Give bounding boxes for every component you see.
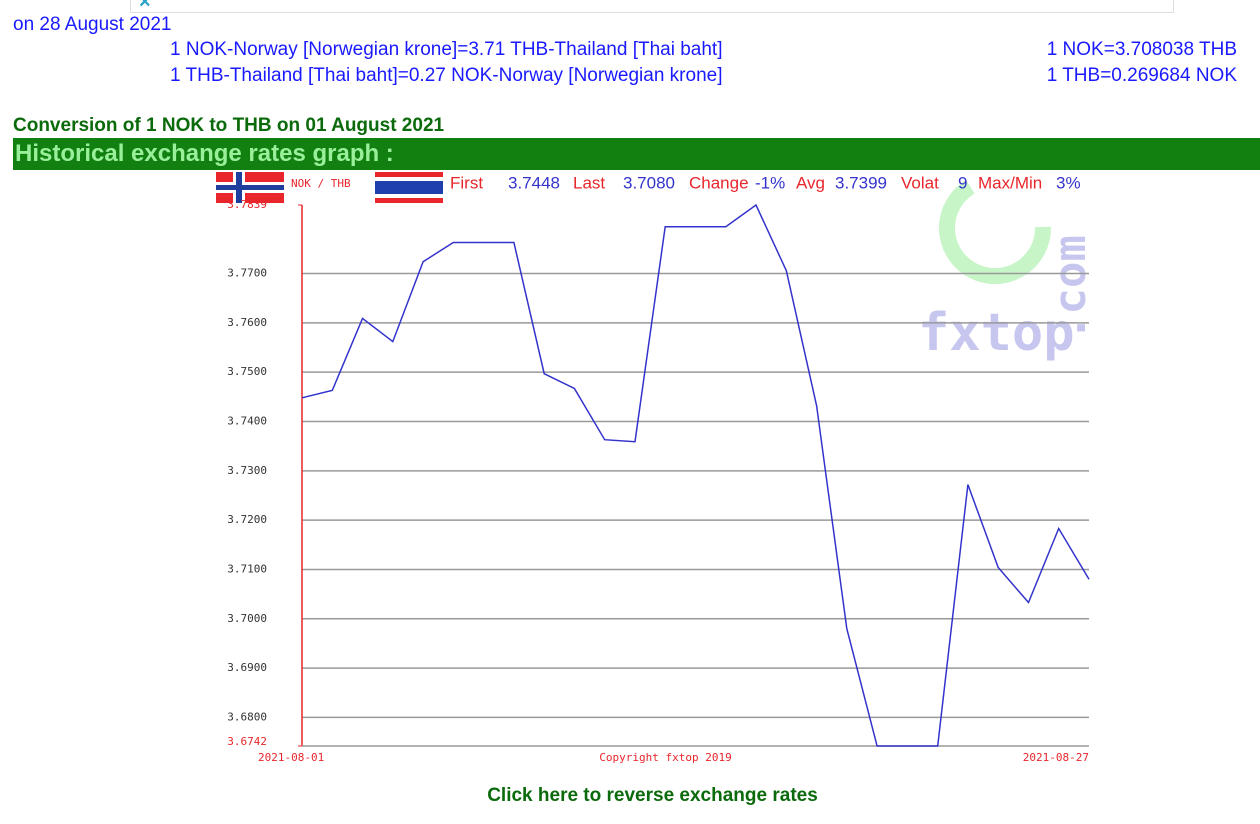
- stat-label: Volat: [901, 173, 939, 192]
- y-tick-label: 3.7600: [227, 316, 267, 329]
- stat-value: 3.7080: [623, 173, 675, 192]
- stat-label: Change: [689, 173, 749, 192]
- y-tick-label: 3.7839: [227, 198, 267, 211]
- y-tick-label: 3.7400: [227, 414, 267, 427]
- stat-label: First: [450, 173, 483, 192]
- watermark-smile: [939, 172, 1051, 284]
- date-line: on 28 August 2021: [13, 14, 172, 35]
- y-tick-label: 3.6800: [227, 710, 267, 723]
- rate-exact: 1 THB=0.269684 NOK: [1046, 65, 1237, 86]
- chart: fxtop .com NOK / THB First 3.7448 Last 3.70…: [213, 170, 1093, 770]
- stat-value: 3.7448: [508, 173, 560, 192]
- stat-label: Avg: [796, 173, 825, 192]
- stat-value: 3%: [1056, 173, 1081, 192]
- banner: Historical exchange rates graph :: [13, 138, 1260, 170]
- stat-label: Last: [573, 173, 605, 192]
- y-tick-label: 3.7200: [227, 513, 267, 526]
- x-tick-label: 2021-08-27: [1023, 751, 1089, 764]
- rate-line: 1 THB-Thailand [Thai baht]=0.27 NOK-Norw…: [170, 65, 723, 86]
- banner-text: Historical exchange rates graph :: [15, 140, 394, 167]
- y-tick-label: 3.7300: [227, 464, 267, 477]
- flag-thailand: [375, 172, 443, 203]
- watermark: .com: [1045, 235, 1093, 341]
- conversion-title: Conversion of 1 NOK to THB on 01 August …: [13, 115, 445, 136]
- y-tick-label: 3.7500: [227, 365, 267, 378]
- y-tick-label: 3.7700: [227, 267, 267, 280]
- y-tick-label: 3.6742: [227, 735, 267, 748]
- reverse-link[interactable]: Click here to reverse exchange rates: [487, 785, 818, 806]
- search-box[interactable]: [130, 0, 1174, 13]
- line: [301, 203, 1090, 747]
- flag-norway: [216, 172, 284, 203]
- stat-value: -1%: [755, 173, 785, 192]
- y-tick-label: 3.6900: [227, 661, 267, 674]
- pair-label: NOK / THB: [291, 177, 351, 190]
- rate-line: 1 NOK-Norway [Norwegian krone]=3.71 THB-…: [170, 39, 723, 60]
- y-tick-label: 3.7100: [227, 562, 267, 575]
- stat-label: Max/Min: [978, 173, 1042, 192]
- stat-value: 9: [958, 173, 967, 192]
- rate-exact: 1 NOK=3.708038 THB: [1046, 39, 1237, 60]
- x-tick-label: 2021-08-01: [258, 751, 324, 764]
- stat-value: 3.7399: [835, 173, 887, 192]
- close-icon[interactable]: ×: [139, 0, 151, 13]
- y-tick-label: 3.7000: [227, 612, 267, 625]
- watermark: fxtop: [918, 303, 1075, 363]
- copyright: Copyright fxtop 2019: [599, 751, 731, 764]
